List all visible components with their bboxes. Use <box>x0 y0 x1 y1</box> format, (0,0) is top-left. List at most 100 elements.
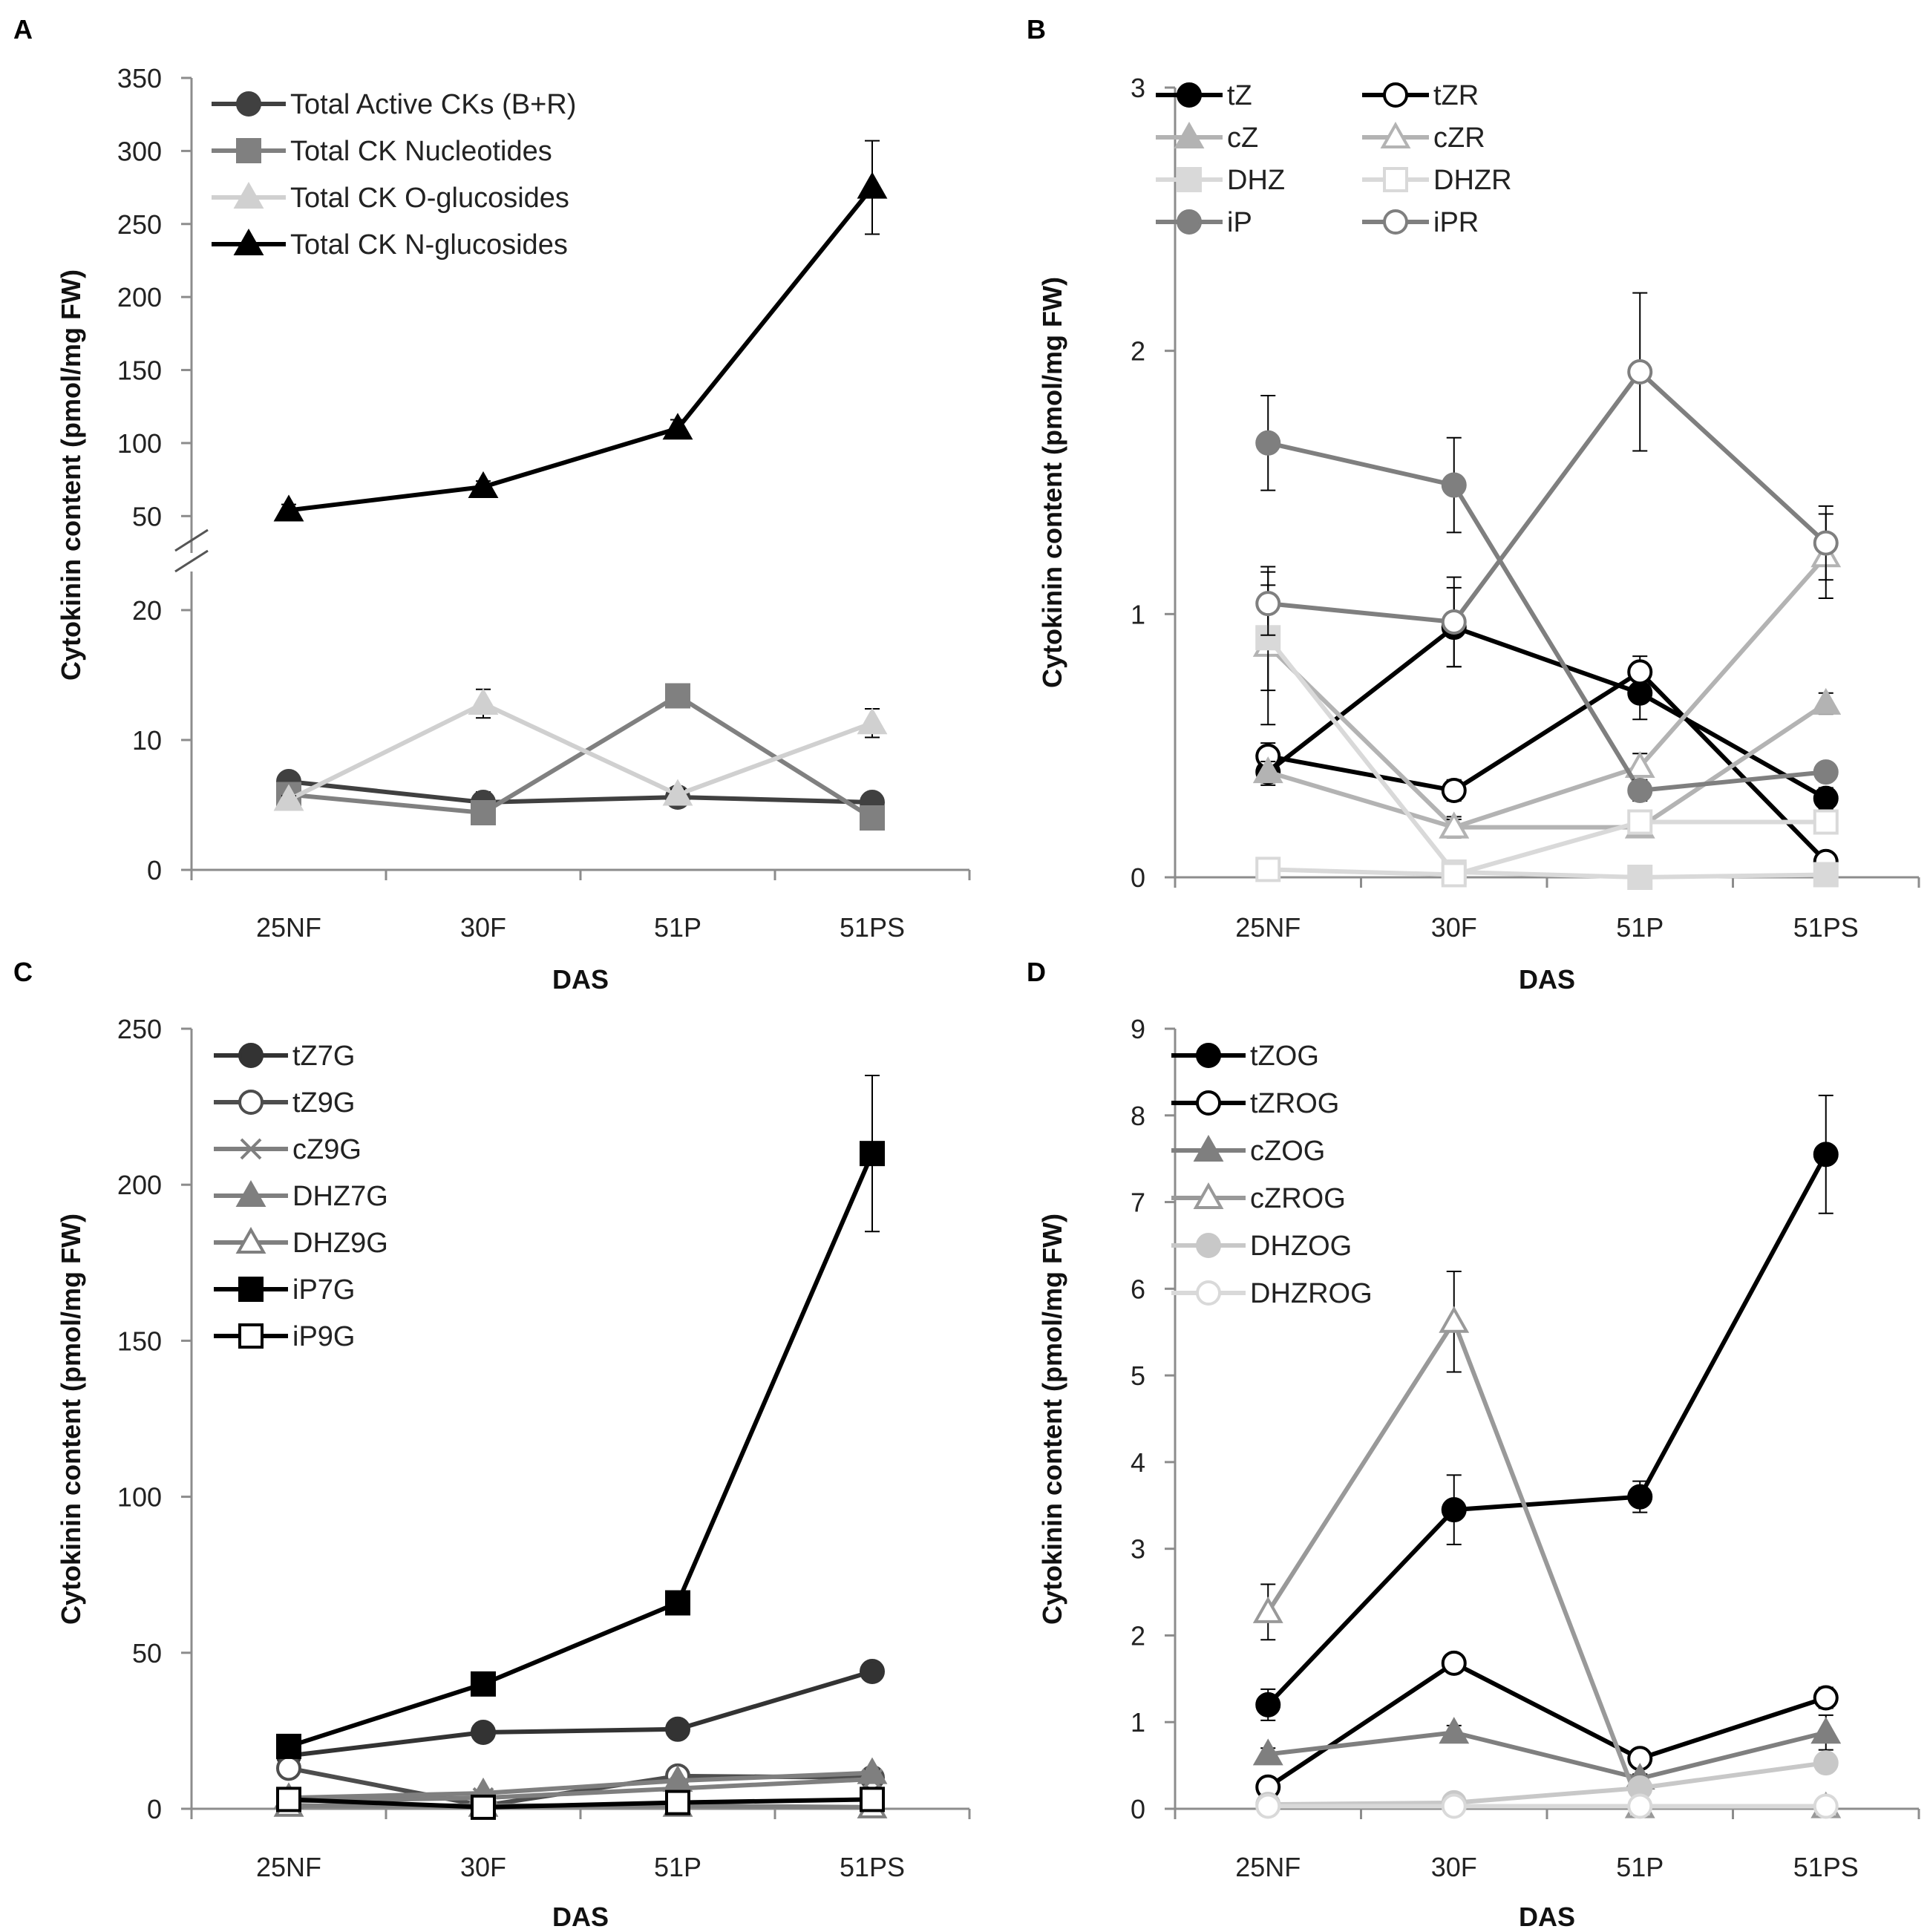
legend-label: Total Active CKs (B+R) <box>290 89 576 120</box>
axis-break-mark <box>174 528 209 552</box>
legend-label: DHZR <box>1433 165 1512 196</box>
legend-item-ip7g: iP7G <box>214 1274 355 1306</box>
legend-item-ip9g: iP9G <box>214 1321 355 1352</box>
series-total-ck-o-glucosides <box>273 687 888 811</box>
series-total-active-cks-b-r <box>276 769 885 815</box>
legend-marker <box>238 1277 264 1302</box>
y-tick-label: 50 <box>132 501 162 531</box>
y-tick-label: 1 <box>1131 1707 1145 1738</box>
data-point <box>1255 1793 1281 1819</box>
legend-label: DHZOG <box>1250 1231 1352 1262</box>
data-point <box>1627 865 1653 890</box>
series-tzr <box>1255 655 1839 874</box>
legend-label: tZR <box>1433 80 1479 111</box>
series-dhzr <box>1255 809 1839 888</box>
data-point <box>1441 1497 1467 1523</box>
legend-item-dhz: DHZ <box>1156 165 1285 196</box>
data-point <box>860 1659 885 1685</box>
data-point <box>1439 1717 1470 1744</box>
legend-marker <box>233 181 264 209</box>
panel-letter: B <box>1027 14 1046 45</box>
legend-marker <box>1383 82 1408 108</box>
legend-item-ip: iP <box>1156 207 1252 238</box>
series-line <box>288 1770 873 1801</box>
legend-item-tzr: tZR <box>1362 80 1479 111</box>
y-tick-label: 50 <box>132 1638 162 1669</box>
legend-marker <box>240 1138 262 1160</box>
data-point <box>1627 809 1653 835</box>
y-tick-label: 6 <box>1131 1274 1145 1304</box>
data-point <box>1810 687 1842 715</box>
series-line <box>1266 636 1826 880</box>
data-point <box>1252 1738 1283 1766</box>
data-point <box>471 800 496 825</box>
legend-label: tZOG <box>1250 1041 1319 1072</box>
y-tick-label: 2 <box>1131 336 1145 367</box>
data-point <box>1255 857 1281 883</box>
data-point <box>1255 1692 1281 1717</box>
legend-item-czrog: cZROG <box>1171 1182 1346 1214</box>
series-line <box>1268 1761 1827 1807</box>
y-tick-label: 1 <box>1131 599 1145 629</box>
legend-item-total-ck-nucleotides: Total CK Nucleotides <box>212 136 552 167</box>
panel-d: D 0 1 2 3 4 5 6 7 8 9 25NF 30F 51P 51PS DAS Cytokinin co… <box>1027 957 1920 1932</box>
legend-label: DHZ7G <box>292 1181 388 1212</box>
data-point <box>1441 472 1467 498</box>
legend-marker <box>235 1226 266 1254</box>
y-tick-label: 3 <box>1131 73 1145 103</box>
panel-letter: D <box>1027 957 1046 987</box>
series-line <box>1267 1730 1827 1781</box>
x-tick-label-25nf: 25NF <box>1235 1852 1301 1882</box>
legend-label: tZROG <box>1250 1088 1339 1119</box>
legend-item-total-ck-o-glucosides: Total CK O-glucosides <box>212 181 569 214</box>
data-point <box>860 1141 885 1167</box>
y-tick-label: 0 <box>147 855 162 885</box>
data-point <box>1439 811 1470 839</box>
legend-marker <box>236 138 261 163</box>
legend-marker <box>238 1043 264 1068</box>
legend: Total Active CKs (B+R) Total CK Nucleotid… <box>212 89 576 261</box>
y-axis-title: Cytokinin content (pmol/mg FW) <box>1037 1214 1067 1625</box>
series-ip9g <box>276 1787 885 1820</box>
y-axis-title: Cytokinin content (pmol/mg FW) <box>1037 277 1067 688</box>
legend-item-dhzrog: DHZROG <box>1171 1278 1373 1309</box>
legend-item-tzrog: tZROG <box>1171 1088 1339 1119</box>
data-point <box>1813 809 1839 835</box>
series-total-ck-nucleotides <box>276 683 885 831</box>
panel-a: A 0 10 20 50 100 150 200 250 300 350 25NF 30F 51P 51PS… <box>13 14 971 995</box>
legend-item-dhz7g: DHZ7G <box>214 1179 388 1212</box>
series-line <box>1267 440 1827 793</box>
series-tz7g <box>276 1659 885 1769</box>
data-point <box>276 1733 301 1759</box>
legend-item-cz: cZ <box>1156 121 1258 154</box>
x-axis-title: DAS <box>1519 1902 1575 1932</box>
legend-label: iP7G <box>292 1274 355 1306</box>
data-point <box>857 707 888 735</box>
legend-item-cz9g: cZ9G <box>214 1134 362 1165</box>
series-dhz <box>1255 584 1839 890</box>
legend-label: cZROG <box>1250 1183 1346 1214</box>
data-point <box>276 1755 301 1781</box>
legend-item-tzog: tZOG <box>1171 1041 1319 1072</box>
legend-marker <box>1196 1043 1221 1068</box>
data-point <box>471 1671 496 1697</box>
y-tick-label: 0 <box>1131 1794 1145 1824</box>
legend-marker <box>233 228 264 255</box>
x-tick-label-51ps: 51PS <box>840 912 905 943</box>
legend-item-total-ck-n-glucosides: Total CK N-glucosides <box>212 228 568 261</box>
y-tick-label: 7 <box>1131 1188 1145 1218</box>
data-point <box>1441 609 1467 635</box>
data-point <box>1813 530 1839 556</box>
data-point <box>665 683 690 709</box>
data-point <box>1255 430 1281 456</box>
data-point <box>1441 862 1467 888</box>
x-tick-label-30f: 30F <box>460 912 506 943</box>
y-tick-label: 100 <box>117 1482 162 1513</box>
data-point <box>860 1787 885 1813</box>
axis-break-mark <box>174 549 209 573</box>
series-line <box>1267 701 1828 830</box>
legend-marker <box>238 1323 264 1349</box>
y-tick-label: 0 <box>1131 862 1145 893</box>
data-point <box>1810 1717 1842 1744</box>
